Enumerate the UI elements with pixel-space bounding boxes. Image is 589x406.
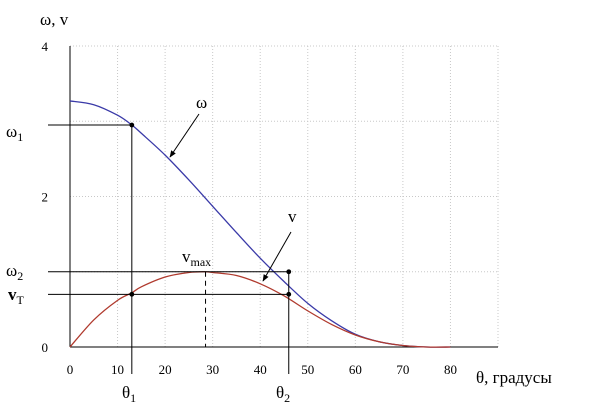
theta2-label: θ2 xyxy=(276,383,290,405)
guide-lines xyxy=(48,124,290,374)
x-tick-label: 20 xyxy=(159,362,172,377)
y-axis-label: ω, v xyxy=(40,10,69,29)
v-curve-label: v xyxy=(288,207,297,226)
omega-arrow xyxy=(169,113,200,158)
v-arrow xyxy=(262,231,292,282)
x-tick-label: 60 xyxy=(349,362,362,377)
x-tick-label: 70 xyxy=(396,362,409,377)
x-tick-label: 0 xyxy=(67,362,74,377)
x-tick-label: 40 xyxy=(254,362,267,377)
grid xyxy=(70,45,499,347)
x-tick-label: 30 xyxy=(206,362,219,377)
theta1-label: θ1 xyxy=(122,383,136,405)
omega-curve-label: ω xyxy=(196,93,207,112)
y-tick-label: 0 xyxy=(42,340,49,355)
omega2-label: ω2 xyxy=(6,261,23,283)
y-tick-label: 2 xyxy=(42,190,49,205)
annotation-marks xyxy=(129,113,292,297)
intersection-point xyxy=(286,291,292,297)
vmax-label: vmax xyxy=(182,247,211,269)
intersection-point xyxy=(286,269,292,275)
y-tick-label: 4 xyxy=(42,39,49,54)
intersection-point xyxy=(129,291,135,297)
omega1-label: ω1 xyxy=(6,122,23,144)
intersection-point xyxy=(129,122,135,128)
x-tick-label: 50 xyxy=(301,362,314,377)
x-tick-label: 80 xyxy=(444,362,457,377)
tick-labels: 0 10 20 30 40 50 60 70 80 0 2 4 xyxy=(42,39,457,377)
vt-label: vТ xyxy=(8,285,25,307)
x-axis-label: θ, градусы xyxy=(476,368,552,387)
x-tick-label: 10 xyxy=(111,362,124,377)
